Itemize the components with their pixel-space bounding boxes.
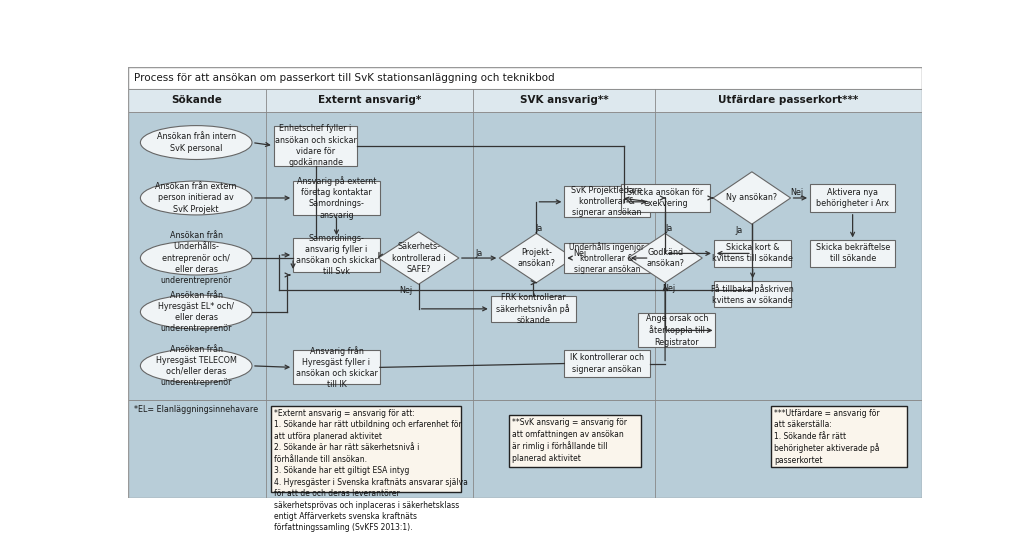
Ellipse shape xyxy=(140,126,252,159)
Text: Nej: Nej xyxy=(399,286,413,295)
Ellipse shape xyxy=(140,241,252,275)
Bar xyxy=(771,406,907,467)
Bar xyxy=(714,281,792,307)
Text: Ja: Ja xyxy=(536,224,543,233)
Bar xyxy=(128,112,922,400)
Text: Ansvarig på externt
företag kontaktar
Samordnings-
ansvarig: Ansvarig på externt företag kontaktar Sa… xyxy=(297,177,376,220)
Text: Nej: Nej xyxy=(791,188,804,197)
Text: Ja: Ja xyxy=(666,224,673,233)
Ellipse shape xyxy=(140,349,252,383)
Text: Nej: Nej xyxy=(663,285,676,293)
Text: *EL= Elanläggningsinnehavare: *EL= Elanläggningsinnehavare xyxy=(134,405,258,414)
Text: Projekt-
ansökan?: Projekt- ansökan? xyxy=(517,248,555,268)
Bar xyxy=(509,415,641,467)
Polygon shape xyxy=(378,232,459,284)
Text: Ansökan från
Hyresgäst TELECOM
och/eller deras
underentreprenör: Ansökan från Hyresgäst TELECOM och/eller… xyxy=(156,345,237,387)
Text: Få tillbaka påskriven
kvittens av sökande: Få tillbaka påskriven kvittens av sökand… xyxy=(712,284,794,305)
Bar xyxy=(714,240,792,267)
Bar xyxy=(128,89,922,112)
Text: Externt ansvarig*: Externt ansvarig* xyxy=(317,95,421,105)
Text: Ja: Ja xyxy=(475,249,482,258)
Text: Aktivera nya
behörigheter i Arx: Aktivera nya behörigheter i Arx xyxy=(816,188,889,208)
Text: Sökande: Sökande xyxy=(172,95,222,105)
Bar xyxy=(564,350,649,377)
Polygon shape xyxy=(713,172,791,224)
Bar xyxy=(128,67,922,89)
Polygon shape xyxy=(500,234,573,283)
Text: Ny ansökan?: Ny ansökan? xyxy=(726,193,777,202)
Text: Skicka kort &
kvittens till sökande: Skicka kort & kvittens till sökande xyxy=(713,243,793,263)
Text: Säkerhets-
kontrollerad i
SAFE?: Säkerhets- kontrollerad i SAFE? xyxy=(392,243,445,274)
Bar xyxy=(621,184,710,212)
Text: Ansökan från
Underhålls-
entreprenör och/
eller deras
underentreprenör: Ansökan från Underhålls- entreprenör och… xyxy=(161,231,232,285)
Bar xyxy=(564,187,649,217)
Text: IK kontrollerar och
signerar ansökan: IK kontrollerar och signerar ansökan xyxy=(570,353,644,373)
Ellipse shape xyxy=(140,295,252,329)
Text: SVK ansvarig**: SVK ansvarig** xyxy=(519,95,608,105)
Text: ***Utfärdare = ansvarig för
att säkerställa:
1. Sökande får rätt
behörigheter ak: ***Utfärdare = ansvarig för att säkerstä… xyxy=(774,409,880,465)
Text: Samordnings-
ansvarig fyller i
ansökan och skickar
till Svk: Samordnings- ansvarig fyller i ansökan o… xyxy=(296,234,378,276)
Text: Enhetschef fyller i
ansökan och skickar
vidare för
godkännande: Enhetschef fyller i ansökan och skickar … xyxy=(274,125,356,167)
Bar xyxy=(490,296,575,322)
Bar xyxy=(810,184,895,212)
Bar xyxy=(638,314,716,347)
Bar xyxy=(810,240,895,267)
Polygon shape xyxy=(628,234,702,283)
Text: Process för att ansökan om passerkort till SvK stationsanläggning och teknikbod: Process för att ansökan om passerkort ti… xyxy=(134,73,555,83)
Text: Godkänd
ansökan?: Godkänd ansökan? xyxy=(646,248,684,268)
Text: Skicka bekräftelse
till sökande: Skicka bekräftelse till sökande xyxy=(815,243,890,263)
Text: Utfärdare passerkort***: Utfärdare passerkort*** xyxy=(718,95,858,105)
Bar xyxy=(273,126,357,165)
Bar xyxy=(271,406,461,492)
Text: Ansökan från intern
SvK personal: Ansökan från intern SvK personal xyxy=(157,132,236,153)
Text: SvK Projektledare
kontrollerar &
signerar ansökan: SvK Projektledare kontrollerar & signera… xyxy=(571,186,642,217)
Bar xyxy=(128,400,922,498)
Bar xyxy=(293,238,380,272)
Text: **SvK ansvarig = ansvarig för
att omfattningen av ansökan
är rimlig i förhålland: **SvK ansvarig = ansvarig för att omfatt… xyxy=(512,418,628,463)
Text: Ansökan från
Hyresgäst EL* och/
eller deras
underentreprenör: Ansökan från Hyresgäst EL* och/ eller de… xyxy=(158,291,234,333)
Text: Underhålls ingenjör
kontrollerar &
signerar ansökan: Underhålls ingenjör kontrollerar & signe… xyxy=(569,242,644,274)
Bar xyxy=(293,350,380,385)
Bar xyxy=(293,181,380,215)
Bar xyxy=(564,243,649,273)
Ellipse shape xyxy=(140,181,252,215)
Text: Ansökan från extern
person initierad av
SvK Projekt: Ansökan från extern person initierad av … xyxy=(156,182,237,214)
Text: Ansvarig från
Hyresgäst fyller i
ansökan och skickar
till IK: Ansvarig från Hyresgäst fyller i ansökan… xyxy=(296,346,378,389)
Text: Ange orsak och
återkoppla till
Registrator: Ange orsak och återkoppla till Registrat… xyxy=(645,314,708,347)
Text: Skicka ansökan för
exekvering: Skicka ansökan för exekvering xyxy=(628,188,703,208)
Text: Nej: Nej xyxy=(573,249,587,258)
Text: Ja: Ja xyxy=(736,226,743,235)
Text: *Externt ansvarig = ansvarig för att:
1. Sökande har rätt utbildning och erfaren: *Externt ansvarig = ansvarig för att: 1.… xyxy=(274,409,468,533)
Text: FRK kontrollerar
säkerhetsnivån på
sökande: FRK kontrollerar säkerhetsnivån på sökan… xyxy=(497,293,570,325)
